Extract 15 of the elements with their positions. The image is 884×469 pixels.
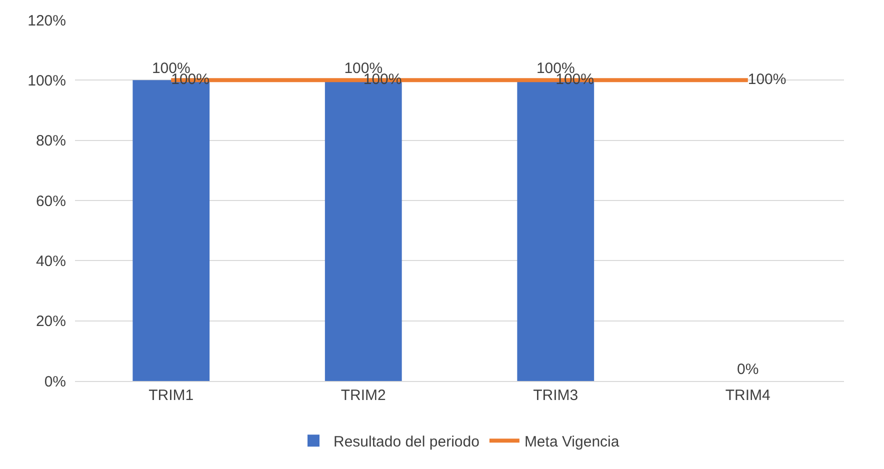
legend-label: Meta Vigencia — [524, 433, 620, 450]
x-tick-label: TRIM2 — [340, 387, 386, 404]
y-tick-label: 0% — [44, 373, 66, 390]
y-tick-label: 20% — [36, 313, 66, 330]
x-tick-label: TRIM4 — [725, 387, 770, 404]
y-tick-label: 60% — [36, 192, 66, 210]
data-label: 0% — [737, 361, 759, 378]
y-tick-label: 80% — [36, 132, 66, 150]
y-tick-label: 120% — [28, 12, 66, 30]
x-tick-label: TRIM3 — [533, 387, 578, 404]
data-label: 100% — [748, 70, 786, 88]
x-tick-label: TRIM1 — [148, 387, 194, 404]
y-tick-label: 100% — [28, 72, 66, 90]
y-tick-label: 40% — [36, 252, 66, 270]
legend-label: Resultado del periodo — [334, 433, 480, 450]
